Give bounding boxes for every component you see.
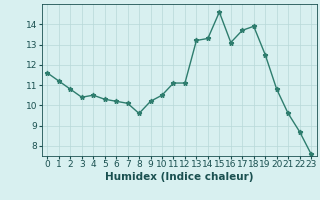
X-axis label: Humidex (Indice chaleur): Humidex (Indice chaleur) <box>105 172 253 182</box>
